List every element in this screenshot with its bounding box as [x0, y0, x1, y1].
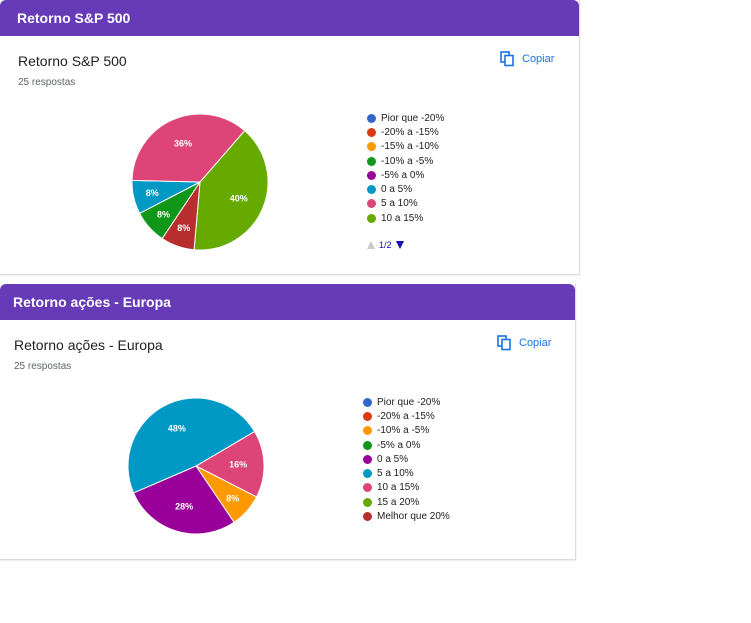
question-card-europa: Retorno ações - Europa Retorno ações - E… — [0, 284, 576, 560]
copy-icon — [497, 335, 511, 351]
legend-swatch — [367, 142, 376, 152]
legend-label: Pior que -20% — [377, 396, 441, 408]
legend-swatch — [367, 127, 376, 137]
slice-label: 36% — [174, 138, 192, 148]
question-title: Retorno ações - Europa — [14, 337, 163, 353]
legend-item[interactable]: 0 a 5% — [367, 182, 444, 196]
previous-page-icon[interactable] — [367, 241, 375, 249]
legend-swatch — [363, 497, 372, 507]
pie-slice[interactable] — [127, 397, 256, 494]
legend-item[interactable]: 0 a 5% — [363, 452, 450, 466]
card-header: Retorno S&P 500 — [0, 0, 579, 36]
legend-label: -20% a -15% — [381, 126, 439, 138]
slice-label: 40% — [230, 193, 248, 203]
legend-swatch — [363, 483, 372, 493]
legend-label: -5% a 0% — [381, 169, 425, 181]
slice-label: 16% — [229, 460, 247, 470]
pie-chart: 40% 8% 8% 8% 36% — [131, 113, 269, 251]
legend-label: 5 a 10% — [381, 198, 418, 210]
legend-label: Pior que -20% — [381, 112, 445, 124]
copy-icon — [500, 51, 514, 67]
legend-label: 10 a 15% — [377, 482, 420, 494]
legend-item[interactable]: Pior que -20% — [367, 111, 444, 125]
legend-item[interactable]: 10 a 15% — [363, 481, 450, 495]
pie-slice[interactable] — [132, 465, 235, 535]
copy-label: Copiar — [519, 337, 552, 349]
legend-item[interactable]: 5 a 10% — [363, 466, 450, 480]
slice-label: 48% — [168, 423, 186, 433]
legend-item[interactable]: -5% a 0% — [367, 168, 444, 182]
legend-swatch — [363, 440, 372, 450]
slice-label: 8% — [157, 210, 170, 220]
pie-slice[interactable] — [131, 113, 246, 183]
legend-swatch — [367, 113, 376, 123]
legend-swatch — [363, 411, 372, 421]
chart-legend: Pior que -20% -20% a -15% -15% a -10% -10% … — [367, 111, 444, 225]
pie-chart: 16% 8% 28% 48% — [127, 397, 265, 535]
legend-item[interactable]: 10 a 15% — [367, 211, 444, 225]
legend-label: -10% a -5% — [381, 155, 434, 167]
next-page-icon[interactable] — [395, 241, 404, 249]
legend-item[interactable]: 5 a 10% — [367, 197, 444, 211]
legend-item[interactable]: -20% a -15% — [367, 125, 444, 139]
copy-chart-button[interactable]: Copiar — [500, 51, 554, 67]
legend-label: Melhor que 20% — [377, 511, 450, 523]
slice-label: 8% — [226, 493, 239, 503]
legend-label: 5 a 10% — [377, 468, 414, 480]
legend-label: -15% a -10% — [381, 141, 439, 153]
pie-slice[interactable] — [193, 129, 269, 251]
legend-swatch — [363, 454, 372, 464]
copy-chart-button[interactable]: Copiar — [497, 335, 551, 351]
legend-item[interactable]: -20% a -15% — [363, 409, 450, 423]
response-count: 25 respostas — [18, 77, 76, 88]
legend-label: 0 a 5% — [377, 453, 409, 465]
card-header: Retorno ações - Europa — [0, 284, 575, 320]
card-header-title: Retorno S&P 500 — [17, 10, 131, 26]
copy-label: Copiar — [522, 53, 555, 65]
slice-label: 8% — [146, 188, 159, 198]
legend-item[interactable]: -10% a -5% — [363, 424, 450, 438]
legend-item[interactable]: -5% a 0% — [363, 438, 450, 452]
legend-label: -10% a -5% — [377, 425, 430, 437]
legend-swatch — [363, 512, 372, 522]
page-indicator: 1/2 — [379, 240, 392, 250]
legend-swatch — [367, 213, 376, 223]
response-count: 25 respostas — [14, 361, 72, 372]
legend-item[interactable]: Melhor que 20% — [363, 509, 450, 523]
pie-slice[interactable] — [194, 430, 265, 498]
legend-swatch — [367, 156, 376, 166]
card-header-title: Retorno ações - Europa — [13, 294, 171, 310]
legend-label: 10 a 15% — [381, 212, 424, 224]
legend-pager: 1/2 — [367, 228, 404, 250]
legend-item[interactable]: 15 a 20% — [363, 495, 450, 509]
legend-label: 15 a 20% — [377, 496, 420, 508]
legend-label: -5% a 0% — [377, 439, 421, 451]
legend-item[interactable]: -15% a -10% — [367, 140, 444, 154]
legend-label: 0 a 5% — [381, 184, 413, 196]
legend-item[interactable]: Pior que -20% — [363, 395, 450, 409]
legend-swatch — [363, 469, 372, 479]
legend-swatch — [367, 199, 376, 209]
legend-label: -20% a -15% — [377, 410, 435, 422]
slice-label: 8% — [177, 223, 190, 233]
slice-label: 28% — [175, 501, 193, 511]
legend-swatch — [363, 426, 372, 436]
question-card-sp500: Retorno S&P 500 Retorno S&P 500 25 respo… — [0, 0, 580, 275]
question-title: Retorno S&P 500 — [18, 53, 127, 69]
legend-swatch — [367, 170, 376, 180]
legend-swatch — [363, 397, 372, 407]
chart-legend: Pior que -20% -20% a -15% -10% a -5% -5% a … — [363, 395, 450, 524]
legend-item[interactable]: -10% a -5% — [367, 154, 444, 168]
legend-swatch — [367, 185, 376, 195]
